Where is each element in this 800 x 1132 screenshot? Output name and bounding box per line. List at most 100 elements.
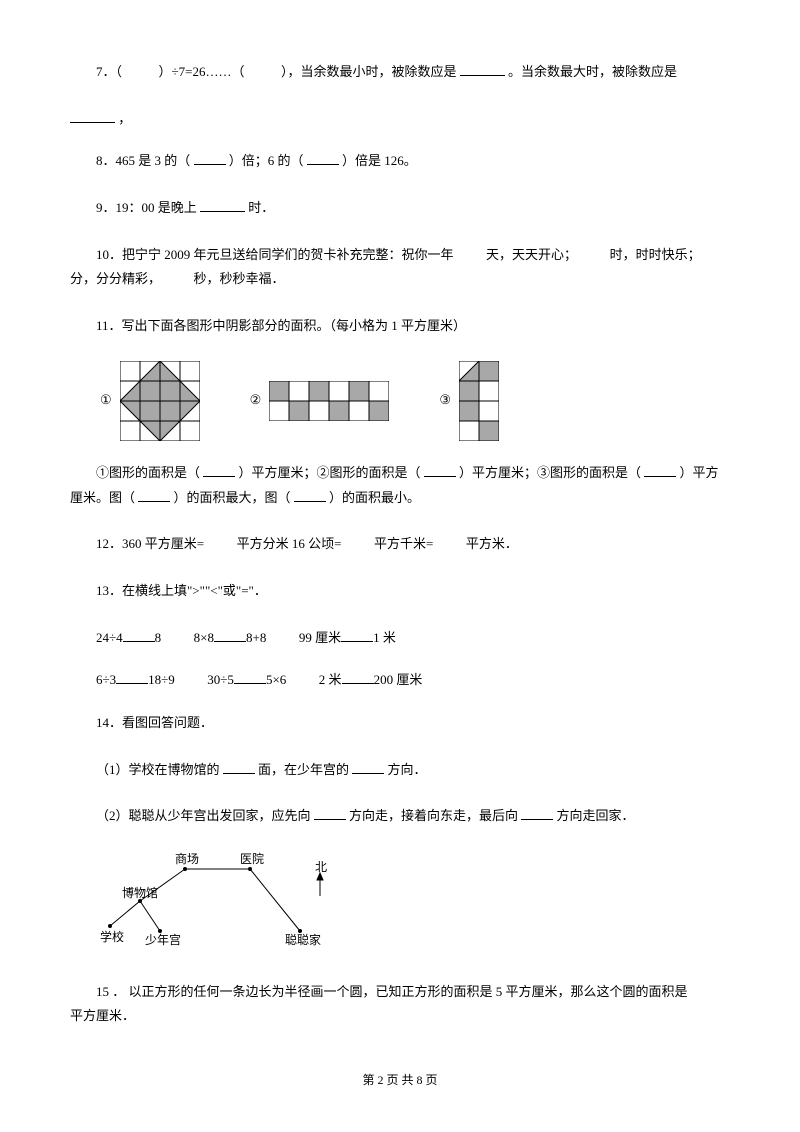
q14-p2c: 方向走回家． bbox=[557, 808, 635, 823]
map-label: 医院 bbox=[240, 852, 264, 866]
figure-3-group: ③ bbox=[439, 361, 499, 441]
blank bbox=[70, 107, 115, 123]
blank bbox=[314, 804, 346, 820]
question-7-cont: ， bbox=[70, 107, 730, 132]
q11-b: ）平方厘米；②图形的面积是（ bbox=[239, 465, 421, 480]
q10-b: 天，天天开心； bbox=[486, 247, 577, 262]
figure-2-group: ② bbox=[250, 381, 390, 421]
q11-e: ）的面积最大，图（ bbox=[174, 490, 291, 505]
q8-b: ）倍；6 的（ bbox=[229, 153, 304, 168]
q9-a: 9．19：00 是晚上 bbox=[96, 200, 197, 215]
blank bbox=[123, 626, 155, 642]
q11-f: ）的面积最小。 bbox=[329, 490, 420, 505]
map-label: 少年宫 bbox=[145, 932, 181, 947]
figure-1 bbox=[120, 361, 200, 441]
question-14-head: 14．看图回答问题． bbox=[70, 711, 730, 736]
q15-a: 15 ． 以正方形的任何一条边长为半径画一个圆，已知正方形的面积是 5 平方厘米… bbox=[96, 984, 688, 999]
question-15: 15 ． 以正方形的任何一条边长为半径画一个圆，已知正方形的面积是 5 平方厘米… bbox=[70, 980, 730, 1029]
expr: 8+8 bbox=[246, 630, 266, 645]
question-7: 7．（ ）÷7=26……（ ），当余数最小时，被除数应是 。当余数最大时，被除数… bbox=[70, 60, 730, 85]
fig1-label: ① bbox=[100, 388, 112, 413]
map-figure: 商场 医院 博物馆 学校 少年宫 聪聪家 北 bbox=[100, 851, 730, 960]
question-11-head: 11．写出下面各图形中阴影部分的面积。（每小格为 1 平方厘米） bbox=[70, 314, 730, 339]
q11-a: ①图形的面积是（ bbox=[96, 465, 200, 480]
q14-head: 14．看图回答问题． bbox=[96, 715, 213, 730]
blank bbox=[644, 461, 676, 477]
expr: 99 厘米 bbox=[299, 630, 341, 645]
expr: 5×6 bbox=[266, 672, 286, 687]
map-label: 学校 bbox=[100, 929, 124, 944]
q10-e: 秒，秒秒幸福． bbox=[194, 271, 285, 286]
q14-p2a: （2）聪聪从少年宫出发回家，应先向 bbox=[96, 808, 311, 823]
blank bbox=[203, 461, 235, 477]
q7-e: ， bbox=[118, 111, 131, 126]
figure-3 bbox=[459, 361, 499, 441]
q13-row1: 24÷4 8 8×8 8+8 99 厘米 1 米 bbox=[70, 626, 730, 651]
expr: 200 厘米 bbox=[374, 672, 423, 687]
map-label: 商场 bbox=[175, 851, 199, 866]
blank bbox=[352, 758, 384, 774]
blank bbox=[234, 668, 266, 684]
expr: 24÷4 bbox=[96, 630, 123, 645]
question-14-p1: （1）学校在博物馆的 面，在少年宫的 方向． bbox=[70, 758, 730, 783]
blank bbox=[223, 758, 255, 774]
blank bbox=[342, 668, 374, 684]
expr: 6÷3 bbox=[96, 672, 116, 687]
question-11-text: ①图形的面积是（ ）平方厘米；②图形的面积是（ ）平方厘米；③图形的面积是（ ）… bbox=[70, 461, 730, 510]
q8-c: ）倍是 126。 bbox=[342, 153, 417, 168]
expr: 2 米 bbox=[319, 672, 342, 687]
blank bbox=[116, 668, 148, 684]
q7-d: 。当余数最大时，被除数应是 bbox=[508, 64, 677, 79]
q14-p1a: （1）学校在博物馆的 bbox=[96, 762, 220, 777]
q11-head: 11．写出下面各图形中阴影部分的面积。（每小格为 1 平方厘米） bbox=[96, 318, 466, 333]
q8-a: 8．465 是 3 的（ bbox=[96, 153, 190, 168]
expr: 18÷9 bbox=[148, 672, 175, 687]
figure-2 bbox=[269, 381, 389, 421]
blank bbox=[521, 804, 553, 820]
page-footer: 第 2 页 共 8 页 bbox=[70, 1069, 730, 1092]
q10-d: 分，分分精彩， bbox=[70, 271, 161, 286]
q12-c: 平方千米= bbox=[374, 536, 433, 551]
fig2-label: ② bbox=[250, 388, 262, 413]
figure-1-group: ① bbox=[100, 361, 200, 441]
q12-a: 12．360 平方厘米= bbox=[96, 536, 204, 551]
blank bbox=[200, 196, 245, 212]
question-9: 9．19：00 是晚上 时． bbox=[70, 196, 730, 221]
expr: 1 米 bbox=[373, 630, 396, 645]
blank bbox=[424, 461, 456, 477]
question-8: 8．465 是 3 的（ ）倍；6 的（ ）倍是 126。 bbox=[70, 149, 730, 174]
expr: 8×8 bbox=[194, 630, 214, 645]
q14-p2b: 方向走，接着向东走，最后向 bbox=[349, 808, 518, 823]
q12-d: 平方米． bbox=[466, 536, 518, 551]
q13-head: 13．在横线上填">""<"或"="． bbox=[96, 583, 267, 598]
expr: 8 bbox=[155, 630, 162, 645]
north-label: 北 bbox=[315, 860, 327, 874]
question-10: 10．把宁宁 2009 年元旦送给同学们的贺卡补充完整：祝你一年 天，天天开心；… bbox=[70, 243, 730, 292]
question-12: 12．360 平方厘米= 平方分米 16 公顷= 平方千米= 平方米． bbox=[70, 532, 730, 557]
q13-row2: 6÷3 18÷9 30÷5 5×6 2 米 200 厘米 bbox=[70, 668, 730, 693]
q11-c: ）平方厘米；③图形的面积是（ bbox=[459, 465, 641, 480]
expr: 30÷5 bbox=[207, 672, 234, 687]
blank bbox=[194, 149, 226, 165]
q9-b: 时． bbox=[248, 200, 274, 215]
blank bbox=[138, 486, 170, 502]
blank bbox=[294, 486, 326, 502]
blank bbox=[307, 149, 339, 165]
question-13-head: 13．在横线上填">""<"或"="． bbox=[70, 579, 730, 604]
blank bbox=[341, 626, 373, 642]
q14-p1b: 面，在少年宫的 bbox=[258, 762, 349, 777]
figures-row: ① ② bbox=[100, 361, 730, 441]
map-label: 博物馆 bbox=[122, 885, 158, 900]
q14-p1c: 方向． bbox=[388, 762, 427, 777]
blank bbox=[460, 60, 505, 76]
q7-a: 7．（ bbox=[96, 64, 122, 79]
q7-b: ）÷7=26……（ bbox=[159, 64, 245, 79]
q7-c: ），当余数最小时，被除数应是 bbox=[281, 64, 457, 79]
q15-b: 平方厘米． bbox=[70, 1008, 135, 1023]
q12-b: 平方分米 16 公顷= bbox=[237, 536, 342, 551]
footer-text: 第 2 页 共 8 页 bbox=[362, 1073, 437, 1087]
fig3-label: ③ bbox=[439, 388, 451, 413]
map-label: 聪聪家 bbox=[285, 932, 321, 947]
blank bbox=[214, 626, 246, 642]
q10-c: 时，时时快乐； bbox=[610, 247, 701, 262]
